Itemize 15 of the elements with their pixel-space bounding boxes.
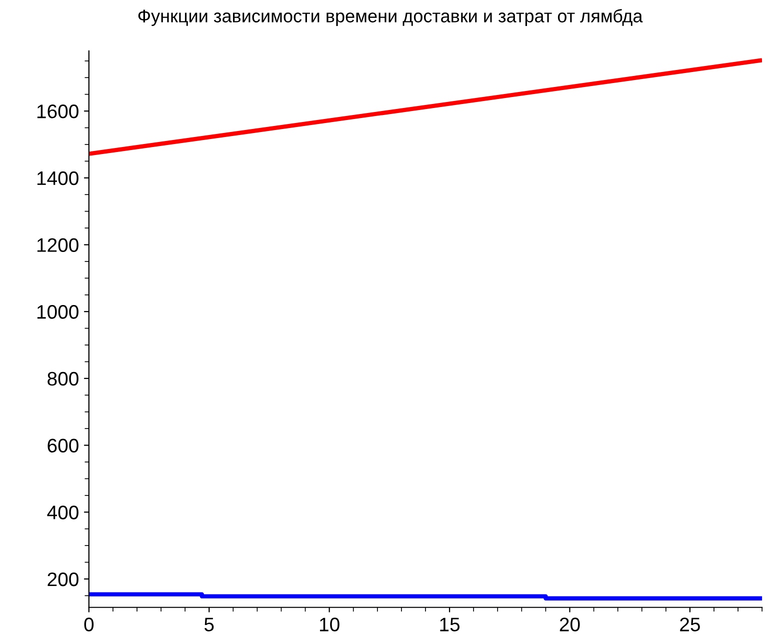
x-tick-label: 5 <box>204 618 214 632</box>
x-tick-label: 25 <box>680 618 700 632</box>
y-tick-label: 1000 <box>37 305 78 319</box>
y-tick-label: 1400 <box>37 171 78 186</box>
y-tick-label: 200 <box>48 572 78 586</box>
y-tick-label: 400 <box>47 506 78 520</box>
y-tick-label: 800 <box>48 372 78 386</box>
x-tick-label: 10 <box>320 618 340 632</box>
y-tick-label: 1200 <box>37 238 78 252</box>
x-tick-label: 20 <box>560 618 580 632</box>
x-tick-label: 0 <box>84 618 94 632</box>
chart-title: Функции зависимости времени доставки и затрат от лямбда <box>138 9 643 26</box>
y-tick-label: 600 <box>48 438 78 453</box>
y-tick-label: 1600 <box>37 104 78 118</box>
x-tick-label: 15 <box>440 618 460 632</box>
